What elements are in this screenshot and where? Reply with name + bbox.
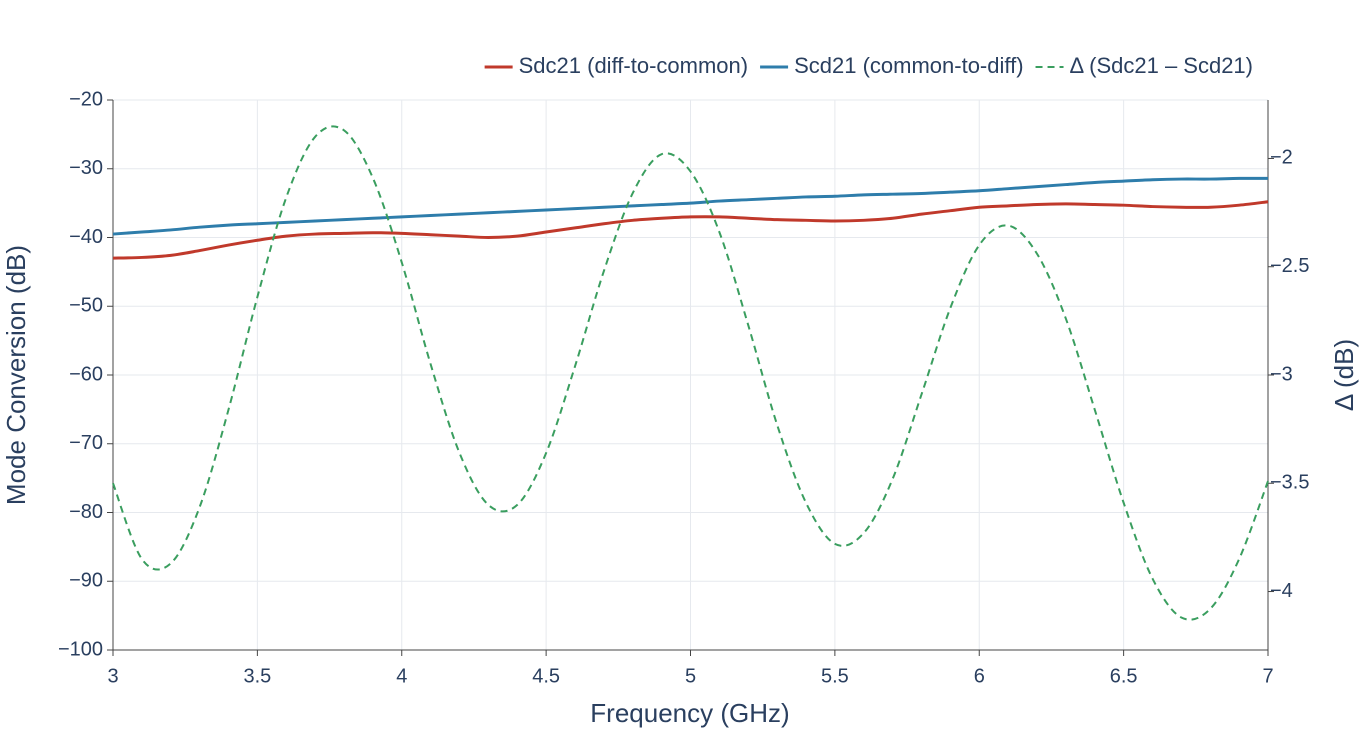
y2-tick-label: −4 xyxy=(1270,580,1293,602)
y2-tick-label: −3 xyxy=(1270,363,1293,385)
y2-tick-label: −3.5 xyxy=(1270,472,1309,494)
x-tick-label: 5 xyxy=(685,665,696,687)
x-tick-label: 5.5 xyxy=(821,665,849,687)
y-tick-label: −50 xyxy=(69,295,103,317)
y-tick-label: −40 xyxy=(69,226,103,248)
x-tick-label: 4 xyxy=(396,665,407,687)
y-tick-label: −90 xyxy=(69,570,103,592)
y-tick-label: −80 xyxy=(69,501,103,523)
x-tick-label: 3 xyxy=(107,665,118,687)
legend: Sdc21 (diff-to-common) Scd21 (common-to-d… xyxy=(484,53,1253,78)
y2-tick-label: −2 xyxy=(1270,147,1293,169)
y-tick-label: −20 xyxy=(69,88,103,110)
legend-label: Scd21 (common-to-diff) xyxy=(794,53,1023,78)
legend-label: Δ (Sdc21 – Scd21) xyxy=(1070,53,1253,78)
legend-item: Sdc21 (diff-to-common) xyxy=(484,53,748,78)
y2-axis-title: Δ (dB) xyxy=(1329,339,1359,411)
x-tick-label: 4.5 xyxy=(532,665,560,687)
x-tick-label: 3.5 xyxy=(243,665,271,687)
y-axis-title: Mode Conversion (dB) xyxy=(1,245,31,505)
y2-tick-label: −2.5 xyxy=(1270,255,1309,277)
legend-item: Scd21 (common-to-diff) xyxy=(760,53,1024,78)
y-tick-label: −30 xyxy=(69,157,103,179)
x-axis-title: Frequency (GHz) xyxy=(590,698,789,728)
x-tick-label: 6.5 xyxy=(1110,665,1138,687)
legend-label: Sdc21 (diff-to-common) xyxy=(519,53,748,78)
x-tick-label: 7 xyxy=(1262,665,1273,687)
y-tick-label: −100 xyxy=(58,638,103,660)
series-line xyxy=(112,200,1269,260)
y-tick-label: −70 xyxy=(69,432,103,454)
series-line xyxy=(112,176,1269,236)
series-line xyxy=(112,125,1269,621)
x-tick-label: 6 xyxy=(974,665,985,687)
y-tick-label: −60 xyxy=(69,363,103,385)
legend-item: Δ (Sdc21 – Scd21) xyxy=(1035,53,1253,78)
